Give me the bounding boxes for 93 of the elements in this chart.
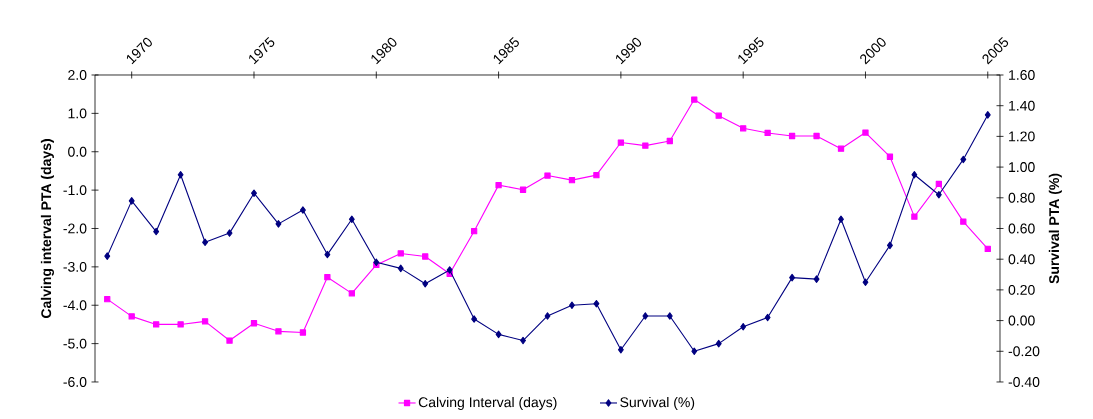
legend-label: Survival (%) [620, 396, 695, 410]
point [764, 313, 771, 322]
point [984, 111, 991, 119]
point [544, 312, 551, 320]
y-tick-label: -3.0 [63, 261, 87, 272]
point [813, 132, 820, 140]
point [862, 129, 869, 136]
y2-axis-title: Survival PTA (%) [1048, 173, 1062, 284]
point [226, 337, 233, 344]
y2-tick-label: 0.40 [1008, 254, 1035, 265]
point [299, 206, 306, 214]
point [642, 312, 649, 320]
point [348, 215, 355, 224]
point [789, 273, 796, 282]
y-tick-label: 2.0 [68, 70, 87, 80]
point [446, 266, 453, 274]
point [104, 295, 111, 303]
y-tick-label: -4.0 [63, 300, 87, 311]
point [715, 339, 722, 348]
point [617, 346, 624, 354]
point [495, 181, 502, 189]
y2-tick-label: 0.60 [1008, 223, 1035, 234]
point [642, 142, 649, 149]
point [153, 321, 160, 328]
y2-tick-label: 1.40 [1009, 100, 1035, 111]
point [617, 139, 625, 146]
point [740, 125, 747, 132]
point [544, 172, 551, 179]
point [886, 241, 893, 250]
point [104, 252, 111, 260]
point [495, 330, 502, 339]
point [935, 190, 942, 199]
y-tick-label: -6.0 [63, 377, 87, 387]
point [275, 220, 282, 228]
point [324, 274, 331, 281]
point [471, 315, 478, 323]
point [691, 347, 698, 356]
y-tick-label: -1.0 [63, 185, 87, 196]
point [593, 172, 600, 179]
y-tick-label: -5.0 [63, 338, 87, 349]
point [177, 171, 184, 179]
y-tick-label: 1.0 [68, 108, 87, 119]
point [715, 112, 722, 119]
point [960, 218, 967, 225]
point [666, 137, 673, 145]
point [788, 132, 796, 140]
point [886, 153, 894, 160]
point [348, 290, 355, 297]
y2-tick-label: -0.20 [1008, 346, 1040, 357]
point [299, 329, 307, 336]
y-tick-label: 0.0 [68, 146, 87, 157]
y2-tick-label: 0.80 [1008, 192, 1035, 203]
point [128, 313, 135, 320]
point [202, 238, 209, 247]
point [422, 253, 429, 260]
point [935, 180, 942, 188]
point [177, 321, 184, 328]
point [569, 301, 575, 309]
point [470, 228, 478, 235]
point [397, 250, 404, 257]
point [397, 264, 404, 273]
point [666, 312, 673, 320]
y-axis-title: Calving interval PTA (days) [40, 139, 54, 319]
y2-tick-label: 1.00 [1009, 162, 1035, 173]
point [984, 245, 991, 252]
point [593, 299, 600, 308]
y2-tick-label: 1.60 [1009, 70, 1035, 80]
point [275, 328, 282, 335]
point [740, 322, 747, 331]
y-tick-label: -2.0 [63, 223, 87, 234]
point [226, 229, 233, 237]
y2-tick-label: 1.20 [1009, 131, 1035, 142]
point [691, 96, 698, 103]
point [422, 280, 429, 288]
point [201, 318, 209, 325]
point [251, 189, 257, 197]
y2-tick-label: 0.00 [1008, 315, 1035, 326]
point [911, 171, 918, 179]
y2-tick-label: -0.40 [1008, 377, 1040, 387]
point [764, 129, 771, 137]
point [153, 227, 160, 236]
point [813, 275, 820, 283]
y2-tick-label: 0.20 [1008, 284, 1035, 295]
point [568, 176, 576, 184]
legend-label: Calving Interval (days) [418, 396, 557, 410]
point [519, 186, 527, 193]
point [324, 250, 331, 259]
point [911, 213, 918, 220]
point [960, 155, 967, 164]
point [250, 320, 258, 327]
point [862, 278, 869, 286]
point [837, 145, 845, 152]
point [128, 197, 135, 205]
